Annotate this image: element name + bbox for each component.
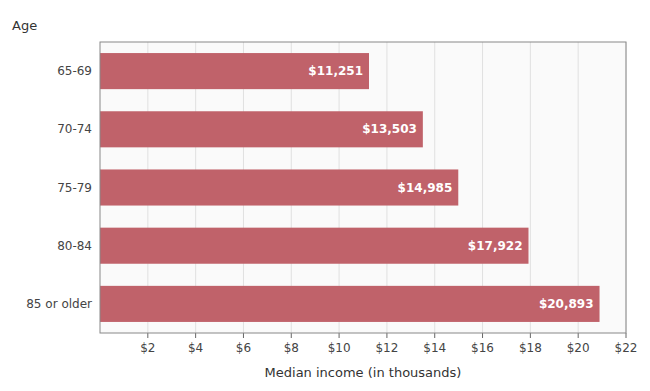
data-label: $14,985 [398, 181, 453, 195]
tick-label: $22 [615, 341, 638, 355]
data-labels: $11,251 $13,503 $14,985 $17,922 $20,893 [308, 64, 593, 311]
y-axis-label: Age [12, 18, 37, 33]
tick-label: $18 [519, 341, 542, 355]
tick-mark [482, 333, 483, 338]
tick-mark [243, 333, 244, 338]
bar [100, 169, 458, 205]
data-label: $11,251 [308, 64, 363, 78]
category-label: 75-79 [57, 181, 92, 195]
y-ticks: 65-69 70-74 75-79 80-84 85 or older [26, 64, 92, 311]
bar [100, 53, 369, 89]
category-label: 65-69 [57, 64, 92, 78]
tick-label: $8 [284, 341, 299, 355]
chart: $2 $4 $6 $8 $10 $12 $14 $16 $18 $20 $22 $11,251 $13,… [0, 0, 650, 391]
tick-mark [386, 333, 387, 338]
tick-mark [434, 333, 435, 338]
plot-background [100, 42, 626, 333]
data-label: $13,503 [362, 122, 417, 136]
data-label: $20,893 [539, 297, 594, 311]
category-label: 85 or older [26, 297, 92, 311]
tick-mark [626, 333, 627, 338]
category-label: 80-84 [57, 239, 92, 253]
tick-label: $2 [140, 341, 155, 355]
tick-mark [195, 333, 196, 338]
tick-label: $4 [188, 341, 203, 355]
bars [100, 53, 600, 322]
tick-label: $10 [328, 341, 351, 355]
chart-container: $2 $4 $6 $8 $10 $12 $14 $16 $18 $20 $22 $11,251 $13,… [0, 0, 650, 391]
bar [100, 286, 600, 322]
category-label: 70-74 [57, 122, 92, 136]
tick-label: $16 [471, 341, 494, 355]
plot-frame [100, 42, 626, 333]
tick-label: $12 [375, 341, 398, 355]
tick-label: $6 [236, 341, 251, 355]
data-label: $17,922 [468, 239, 523, 253]
x-axis-label: Median income (in thousands) [265, 365, 462, 380]
bar [100, 228, 528, 264]
bar [100, 111, 423, 147]
tick-label: $20 [567, 341, 590, 355]
x-ticks: $2 $4 $6 $8 $10 $12 $14 $16 $18 $20 $22 [140, 333, 637, 355]
tick-mark [291, 333, 292, 338]
tick-mark [578, 333, 579, 338]
tick-mark [339, 333, 340, 338]
tick-mark [530, 333, 531, 338]
tick-label: $14 [423, 341, 446, 355]
tick-mark [147, 333, 148, 338]
